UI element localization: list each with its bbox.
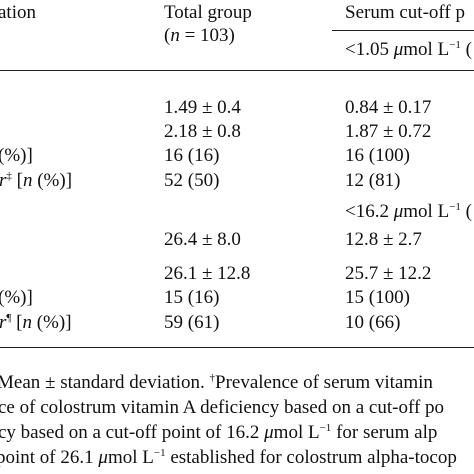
row-4-label-pct: (%)] — [32, 170, 73, 191]
footnote-prevalence: Prevalence of serum vitamin — [215, 372, 433, 393]
footnote-line-4: point of 26.1 μmol L−1 established for c… — [0, 447, 457, 468]
footnote-3-exp: −1 — [319, 422, 332, 434]
row-2-total: 2.18 ± 0.8 — [164, 121, 241, 142]
row-3-total: 16 (16) — [164, 145, 220, 166]
row-4-label-bracket: [ — [11, 170, 23, 191]
row-8-label: r¶ [n (%)] — [0, 312, 72, 333]
footnote-4-a: point of 26.1 — [0, 447, 99, 468]
footnote-3-a: cy based on a cut-off point of 16.2 — [0, 422, 265, 443]
row-6-cutoff: 25.7 ± 12.2 — [345, 263, 432, 284]
row-4-cutoff: 12 (81) — [345, 170, 401, 191]
table-bottom-rule — [0, 347, 474, 348]
subheader-2-exp: −1 — [449, 201, 461, 213]
row-8-label-r: r — [0, 312, 6, 333]
row-8-label-bracket: [ — [11, 312, 23, 333]
subheader-1-value: <1.05 — [345, 39, 394, 60]
n-value: = 103 — [179, 25, 229, 46]
subheader-1-mu: μ — [393, 39, 404, 60]
subheader-1-exp: −1 — [449, 39, 461, 51]
row-8-label-footnote-mark: ¶ — [6, 312, 12, 324]
footnote-line-1: Mean ± standard deviation. †Prevalence o… — [0, 372, 433, 393]
footnote-dagger: † — [209, 372, 216, 384]
subheader-2-value: <16.2 — [345, 201, 394, 222]
subheader-1-tail: ( — [460, 39, 472, 60]
serum-cutoff-header: Serum cut-off p — [345, 2, 465, 23]
footnote-3-c: for serum alp — [331, 422, 438, 443]
row-6-total: 26.1 ± 12.8 — [164, 263, 251, 284]
footnote-3-b: mol L — [273, 422, 320, 443]
cutoff-header-rule — [332, 30, 474, 31]
row-2-cutoff: 1.87 ± 0.72 — [345, 121, 432, 142]
cutoff-subheader-2: <16.2 μmol L−1 ( — [345, 201, 472, 222]
variable-column-header: ation — [0, 2, 36, 23]
row-8-label-pct: (%)] — [31, 312, 72, 333]
row-1-cutoff: 0.84 ± 0.17 — [345, 97, 432, 118]
row-7-label: (%)] — [0, 287, 33, 308]
footnote-3-mu: μ — [264, 422, 274, 443]
footnote-4-mu: μ — [98, 447, 108, 468]
n-symbol: n — [170, 25, 180, 46]
subheader-2-unit: mol L — [403, 201, 450, 222]
row-3-cutoff: 16 (100) — [345, 145, 410, 166]
cutoff-subheader-1: <1.05 μmol L−1 ( — [345, 39, 472, 60]
row-8-cutoff: 10 (66) — [345, 312, 401, 333]
row-3-label: (%)] — [0, 145, 33, 166]
subheader-2-tail: ( — [460, 201, 472, 222]
row-7-cutoff: 15 (100) — [345, 287, 410, 308]
row-4-label: r‡ [n (%)] — [0, 170, 73, 191]
row-7-total: 15 (16) — [164, 287, 220, 308]
row-4-label-n: n — [22, 170, 33, 191]
footnote-4-exp: −1 — [153, 447, 166, 459]
row-8-label-n: n — [22, 312, 32, 333]
footnote-4-c: established for colostrum alpha-tocop — [165, 447, 457, 468]
header-bottom-rule — [0, 70, 474, 71]
row-5-total: 26.4 ± 8.0 — [164, 229, 241, 250]
subheader-2-mu: μ — [393, 201, 404, 222]
footnote-mean-sd: Mean ± standard deviation. — [0, 372, 210, 393]
total-group-n: (n = 103) — [164, 25, 235, 46]
row-1-total: 1.49 ± 0.4 — [164, 97, 241, 118]
total-group-header: Total group — [164, 2, 252, 23]
row-4-label-r: r — [0, 170, 6, 191]
row-8-total: 59 (61) — [164, 312, 220, 333]
footnote-line-2: ce of colostrum vitamin A deficiency bas… — [0, 397, 445, 418]
footnote-line-3: cy based on a cut-off point of 16.2 μmol… — [0, 422, 438, 443]
row-5-cutoff: 12.8 ± 2.7 — [345, 229, 422, 250]
footnote-4-b: mol L — [107, 447, 154, 468]
row-4-total: 52 (50) — [164, 170, 220, 191]
row-4-label-footnote-mark: ‡ — [6, 170, 12, 182]
subheader-1-unit: mol L — [403, 39, 450, 60]
